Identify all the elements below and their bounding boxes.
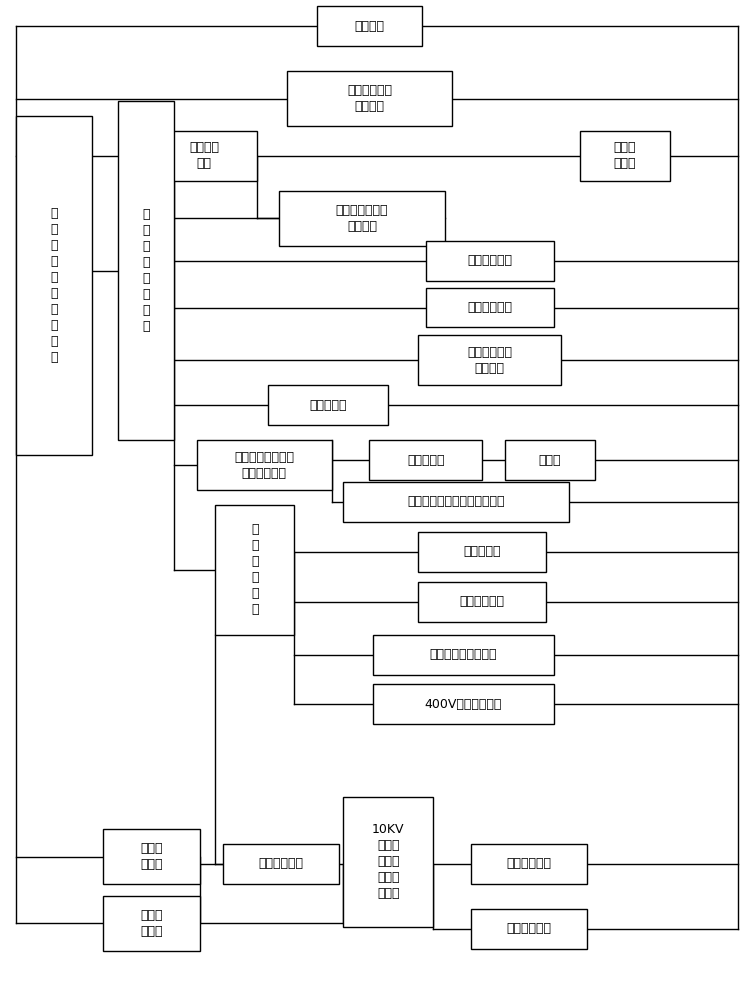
FancyBboxPatch shape — [426, 241, 553, 281]
Text: 事故分闸指令: 事故分闸指令 — [259, 857, 304, 870]
FancyBboxPatch shape — [17, 116, 91, 455]
Text: 运
行
状
态
逻
辑
电
路: 运 行 状 态 逻 辑 电 路 — [143, 208, 150, 333]
FancyBboxPatch shape — [471, 844, 587, 884]
Text: 合闸闭锁电路: 合闸闭锁电路 — [467, 254, 512, 267]
FancyBboxPatch shape — [369, 440, 482, 480]
Text: 手动提示
电路: 手动提示 电路 — [189, 141, 219, 170]
Text: 声效器开关: 声效器开关 — [407, 454, 445, 467]
Text: 误操作自动语音
提示电路: 误操作自动语音 提示电路 — [336, 204, 388, 233]
Text: 事故音
响装置: 事故音 响装置 — [140, 842, 163, 871]
FancyBboxPatch shape — [343, 482, 569, 522]
FancyBboxPatch shape — [103, 829, 201, 884]
FancyBboxPatch shape — [343, 797, 434, 927]
Text: 开关合闸信号: 开关合闸信号 — [507, 922, 552, 935]
FancyBboxPatch shape — [118, 101, 174, 440]
FancyBboxPatch shape — [103, 896, 201, 951]
FancyBboxPatch shape — [504, 440, 595, 480]
FancyBboxPatch shape — [580, 131, 670, 181]
Text: 10KV
开关手
车、或
刀闸控
制电路: 10KV 开关手 车、或 刀闸控 制电路 — [372, 823, 404, 900]
Text: 带电显示器: 带电显示器 — [309, 399, 347, 412]
FancyBboxPatch shape — [373, 684, 553, 724]
FancyBboxPatch shape — [287, 71, 452, 126]
Text: 高
压
进
线
带
电
确
认
按
钮: 高 压 进 线 带 电 确 认 按 钮 — [51, 207, 58, 364]
Text: 400V开关分闸电路: 400V开关分闸电路 — [425, 698, 502, 711]
FancyBboxPatch shape — [197, 440, 332, 490]
FancyBboxPatch shape — [418, 335, 561, 385]
FancyBboxPatch shape — [279, 191, 445, 246]
Text: 光字牌信号: 光字牌信号 — [464, 545, 501, 558]
FancyBboxPatch shape — [471, 909, 587, 949]
Text: 预告信号警铃: 预告信号警铃 — [460, 595, 504, 608]
Text: 开关闪
光装置: 开关闪 光装置 — [140, 909, 163, 938]
Text: 静态开关灯光
变换回路: 静态开关灯光 变换回路 — [347, 84, 392, 113]
Text: 声效器: 声效器 — [538, 454, 561, 467]
Text: 变压器（发电机）运行闪光灯: 变压器（发电机）运行闪光灯 — [407, 495, 504, 508]
FancyBboxPatch shape — [418, 582, 546, 622]
Text: 动态开关灯光
变换回路: 动态开关灯光 变换回路 — [467, 346, 512, 375]
FancyBboxPatch shape — [216, 505, 294, 635]
Text: 表计指示电路: 表计指示电路 — [467, 301, 512, 314]
Text: 语音提
示装置: 语音提 示装置 — [614, 141, 636, 170]
FancyBboxPatch shape — [152, 131, 257, 181]
FancyBboxPatch shape — [317, 6, 422, 46]
Text: 有关开关自动分合闸: 有关开关自动分合闸 — [430, 648, 497, 661]
Text: 工作电源: 工作电源 — [354, 20, 385, 33]
FancyBboxPatch shape — [418, 532, 546, 572]
FancyBboxPatch shape — [268, 385, 388, 425]
FancyBboxPatch shape — [373, 635, 553, 675]
Text: 异
常
运
行
指
令: 异 常 运 行 指 令 — [251, 523, 259, 616]
FancyBboxPatch shape — [223, 844, 339, 884]
Text: 开关分闸信号: 开关分闸信号 — [507, 857, 552, 870]
Text: 变压器（发电机）
元件状态控制: 变压器（发电机） 元件状态控制 — [234, 451, 294, 480]
FancyBboxPatch shape — [426, 288, 553, 327]
